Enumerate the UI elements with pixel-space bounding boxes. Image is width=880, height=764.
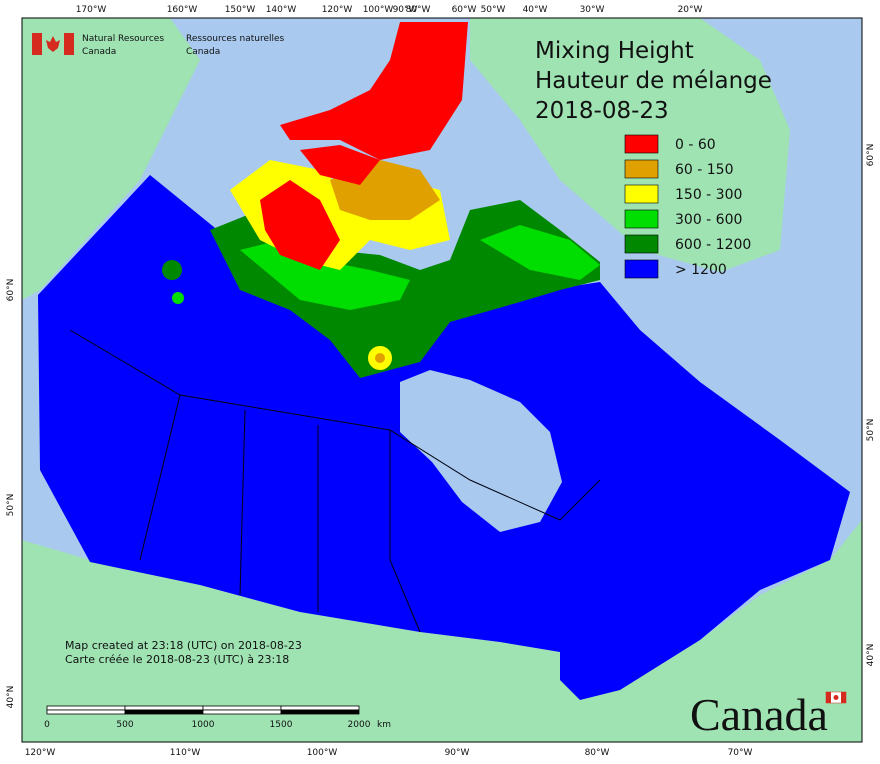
longitude-label: 70°W [728, 748, 753, 758]
latitude-label: 50°N [6, 494, 16, 517]
longitude-label: 100°W [307, 748, 338, 758]
border-line [389, 430, 421, 633]
longitude-label: 60°W [452, 5, 477, 15]
longitude-label: 170°W [76, 5, 107, 15]
org-name: Canada [186, 47, 220, 57]
latitude-label: 40°N [866, 644, 876, 667]
legend-swatch [624, 159, 659, 179]
legend-swatch [624, 184, 659, 204]
flag-bar [841, 692, 846, 703]
legend-swatch [624, 234, 659, 254]
longitude-label: 80°W [585, 748, 610, 758]
scale-segment [202, 705, 282, 711]
scale-segment [280, 705, 360, 711]
wordmark-flag [825, 691, 847, 704]
longitude-label: 30°W [580, 5, 605, 15]
legend-swatch [624, 134, 659, 154]
canada-wordmark: Canada [690, 689, 828, 740]
longitude-label: 50°W [481, 5, 506, 15]
scale-segment [280, 709, 360, 715]
map-title: Mixing Height [535, 38, 694, 64]
scale-segment [202, 709, 282, 715]
scale-label: 1000 [192, 720, 215, 730]
scale-segment [124, 709, 204, 715]
maple-leaf [833, 695, 839, 700]
longitude-label: 40°W [523, 5, 548, 15]
north-zone [172, 292, 184, 304]
north-zone [280, 22, 468, 160]
scale-label: 2000 [348, 720, 371, 730]
credit: Carte créée le 2018-08-23 (UTC) à 23:18 [65, 653, 289, 666]
north-zone [375, 353, 385, 363]
scale-segment [46, 709, 126, 715]
longitude-label: 150°W [225, 5, 256, 15]
map-area [21, 17, 863, 743]
maple-leaf [46, 36, 60, 52]
scale-unit: km [377, 720, 391, 730]
nrcan-logo: Natural Resources Canada Ressources natu… [32, 33, 285, 57]
legend-label: 60 - 150 [675, 162, 734, 178]
longitude-label: 100°W [363, 5, 394, 15]
scale-label: 0 [44, 720, 50, 730]
longitude-label: 80°W [406, 5, 431, 15]
longitude-label: 120°W [25, 748, 56, 758]
longitude-label: 140°W [266, 5, 297, 15]
flag-bar [826, 692, 831, 703]
legend-swatch [624, 259, 659, 279]
usa [22, 520, 862, 742]
latitude-label: 40°N [6, 686, 16, 709]
legend-label: 300 - 600 [675, 212, 742, 228]
border-line [139, 394, 181, 561]
org-name: Ressources naturelles [186, 34, 285, 44]
north-zone [260, 180, 340, 270]
longitude-label: 20°W [678, 5, 703, 15]
legend-label: > 1200 [675, 262, 727, 278]
latitude-label: 60°N [866, 144, 876, 167]
scale-segment [46, 705, 126, 711]
legend-label: 0 - 60 [675, 137, 716, 153]
flag-bar [64, 33, 74, 55]
longitude-label: 90°W [445, 748, 470, 758]
scale-bar: 0 500 1000 1500 2000 km [44, 705, 391, 730]
border-line [69, 329, 601, 521]
hudson-bay [400, 370, 562, 532]
org-name: Natural Resources [82, 34, 164, 44]
latitude-label: 50°N [866, 419, 876, 442]
legend-label: 150 - 300 [675, 187, 742, 203]
longitude-label: 90°W [393, 5, 418, 15]
scale-label: 1500 [270, 720, 293, 730]
legend-swatch [624, 209, 659, 229]
north-zone [240, 240, 410, 310]
map-frame [21, 17, 863, 743]
scale-segment [124, 705, 204, 711]
map-title: Hauteur de mélange [535, 68, 772, 94]
north-zone [480, 225, 600, 280]
longitude-label: 120°W [322, 5, 353, 15]
border-line [239, 409, 246, 596]
alaska [22, 18, 200, 300]
north-zone [300, 145, 380, 185]
longitude-label: 110°W [170, 748, 201, 758]
org-name: Canada [82, 47, 116, 57]
longitude-label: 160°W [167, 5, 198, 15]
map-title: 2018-08-23 [535, 98, 669, 124]
north-zone [162, 260, 182, 280]
legend-label: 600 - 1200 [675, 237, 751, 253]
credit: Map created at 23:18 (UTC) on 2018-08-23 [65, 639, 302, 652]
flag-bar [32, 33, 42, 55]
scale-label: 500 [116, 720, 133, 730]
latitude-label: 60°N [6, 279, 16, 302]
